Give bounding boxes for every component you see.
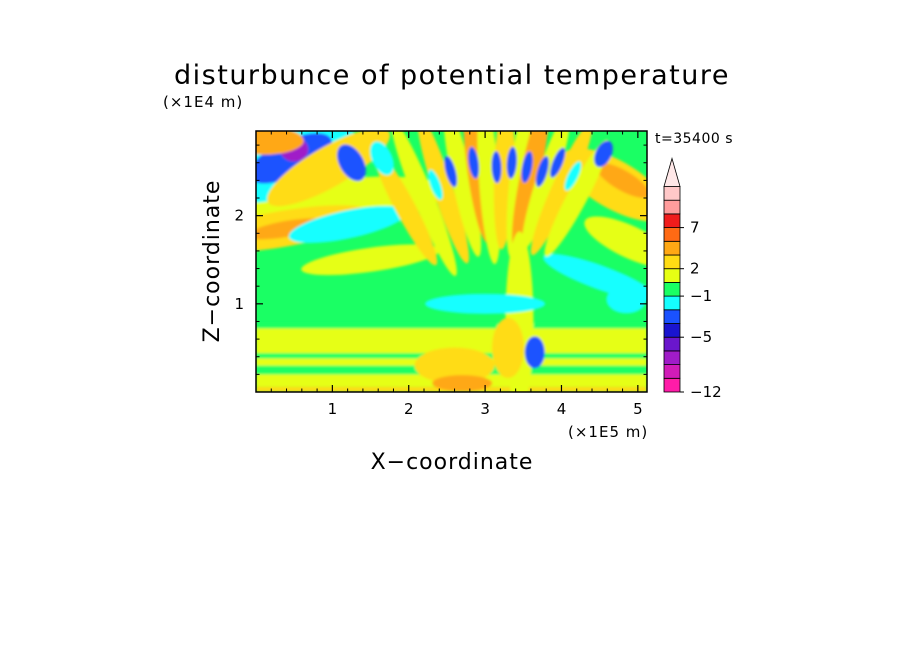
x-tick-label: 2	[404, 400, 414, 418]
cool-cell	[370, 141, 394, 176]
chart-title: disturbunce of potential temperature	[174, 60, 730, 91]
wave-streak	[443, 131, 482, 257]
contour-layer	[256, 131, 647, 392]
surface-warm-patch	[432, 375, 493, 392]
contour-field	[256, 131, 647, 392]
colorbar-segment	[663, 213, 681, 228]
mid-cool-streak	[425, 293, 546, 314]
y-unit-label: (×1E4 m)	[163, 93, 243, 111]
colorbar-tick-label: 2	[690, 260, 700, 278]
colorbar-segment	[663, 240, 681, 256]
cold-cell	[535, 156, 549, 188]
y-axis-label: Z−coordinate	[200, 180, 225, 343]
convective-cold-core	[524, 336, 545, 369]
colorbar-segment	[663, 199, 681, 215]
colorbar-extend-arrow	[663, 157, 681, 187]
wave-streak	[372, 148, 438, 266]
cold-cell	[428, 169, 443, 200]
colorbar-segment	[663, 377, 681, 393]
cold-cell	[337, 144, 366, 182]
colorbar-tick-label: −12	[690, 383, 722, 401]
upper-warm-ridge	[267, 131, 390, 207]
upper-right-hot	[596, 163, 647, 198]
cold-cell	[521, 151, 533, 183]
x-tick-label: 4	[557, 400, 567, 418]
y-axis-ticks: 12	[234, 144, 647, 375]
colorbar-segment	[663, 364, 681, 379]
mid-warm-streak	[301, 244, 440, 276]
time-label: t=35400 s	[655, 131, 733, 147]
wave-streak	[391, 131, 457, 276]
right-cool-streak	[543, 253, 647, 301]
colorbar-segment	[663, 186, 681, 201]
colorbar-segment	[663, 336, 681, 352]
wave-streak	[530, 131, 593, 256]
wave-streak	[544, 139, 609, 257]
convective-core	[492, 317, 525, 378]
colorbar-tick-label: 7	[690, 219, 700, 237]
wave-streak	[477, 131, 501, 265]
mid-neutral-band	[256, 323, 647, 329]
cold-cell	[594, 140, 613, 168]
low-warm-patch	[414, 347, 495, 384]
top-left-warm	[256, 131, 304, 155]
colorbar-segment	[663, 323, 681, 338]
colorbar-segment	[663, 309, 681, 324]
cold-cell	[468, 146, 480, 179]
upper-cool-ridge	[288, 205, 407, 243]
colorbar-segment	[663, 350, 681, 365]
y-tick-label: 1	[234, 295, 244, 313]
colorbar-segment	[663, 268, 681, 283]
y-tick-label: 2	[234, 207, 244, 225]
x-axis-label: X−coordinate	[371, 450, 534, 475]
colorbar-segment	[663, 254, 681, 270]
colorbar-segment	[663, 281, 681, 297]
x-tick-label: 1	[328, 400, 338, 418]
x-unit-label: (×1E5 m)	[568, 423, 648, 441]
right-warm-streak	[584, 216, 647, 268]
plot-frame	[255, 130, 648, 393]
cold-cell	[564, 161, 582, 191]
colorbar: −12−5−127	[663, 157, 722, 401]
wave-streak	[417, 131, 470, 264]
x-axis-ticks: 1 2 3 4 5	[270, 131, 643, 418]
cold-cell	[491, 151, 502, 184]
cold-cell	[444, 156, 458, 188]
colorbar-segment	[663, 227, 681, 242]
x-tick-label: 5	[633, 400, 643, 418]
cold-cell	[550, 147, 566, 178]
wave-streak	[521, 131, 571, 249]
colorbar-tick-label: −1	[690, 287, 712, 305]
colorbar-tick-label: −5	[690, 328, 712, 346]
cold-cell	[506, 146, 517, 179]
x-tick-label: 3	[480, 400, 490, 418]
colorbar-segment	[663, 295, 681, 311]
